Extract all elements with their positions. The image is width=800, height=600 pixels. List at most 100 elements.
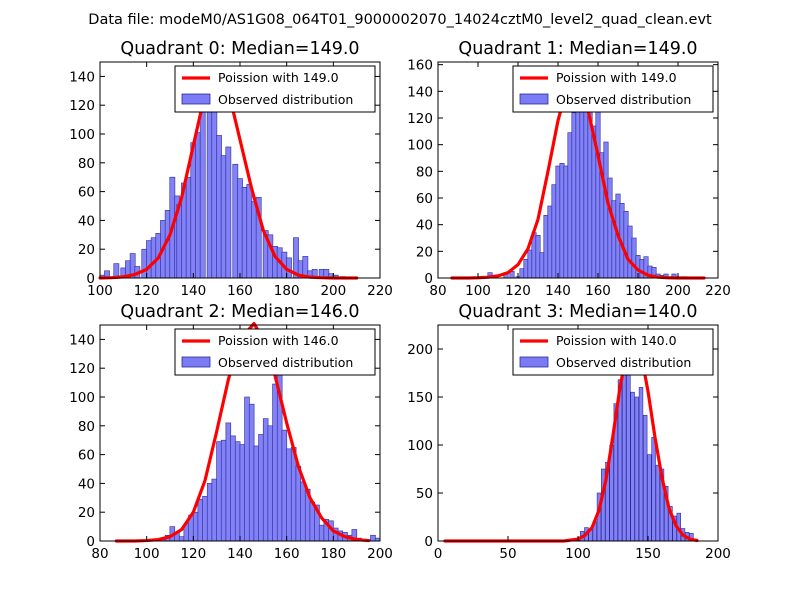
y-tick-label: 0 [86, 534, 95, 550]
histogram-bar [634, 396, 639, 542]
x-tick-label: 200 [665, 283, 691, 299]
x-tick-label: 80 [91, 546, 108, 562]
histogram-bar [216, 441, 222, 542]
y-tick-label: 40 [78, 213, 95, 229]
y-tick-label: 50 [416, 486, 433, 502]
legend-line-label: Poission with 146.0 [218, 333, 339, 348]
x-tick-label: 220 [367, 283, 393, 299]
panel-title: Quadrant 3: Median=140.0 [458, 302, 697, 322]
histogram-bar [185, 176, 192, 279]
legend-bar-swatch [181, 93, 211, 105]
panel-title: Quadrant 2: Median=146.0 [120, 302, 359, 322]
y-tick-label: 160 [407, 58, 433, 74]
x-tick-label: 80 [429, 283, 446, 299]
legend-bar-label: Observed distribution [218, 355, 353, 370]
histogram-bar [146, 240, 152, 279]
histogram-bar [225, 146, 232, 279]
x-tick-label: 220 [705, 283, 731, 299]
panel-title: Quadrant 0: Median=149.0 [120, 39, 359, 59]
histogram-bar [253, 445, 260, 542]
legend-line-label: Poission with 149.0 [218, 70, 339, 85]
x-tick-label: 200 [320, 283, 346, 299]
histogram-bar [211, 478, 218, 542]
y-tick-label: 0 [424, 534, 433, 550]
legend-bar-swatch [519, 93, 549, 105]
panel-title: Quadrant 1: Median=149.0 [458, 39, 697, 59]
histogram-bar [220, 439, 227, 542]
histogram-bar [643, 414, 648, 542]
histogram-bar [197, 498, 204, 542]
histogram-bar [318, 524, 325, 542]
y-tick-label: 150 [407, 390, 433, 406]
panel-quadrant-0: Quadrant 0: Median=149.0 100 120 140 160 180 2… [69, 39, 393, 299]
histogram-bar [655, 464, 660, 542]
histogram-bar [290, 447, 297, 542]
histogram-bar [647, 454, 652, 542]
histogram-bar [267, 425, 274, 542]
y-tick-label: 140 [69, 69, 95, 85]
histogram-bar [651, 437, 656, 542]
histogram-bar [178, 536, 185, 542]
x-tick-label: 100 [134, 546, 160, 562]
x-tick-label: 100 [465, 283, 491, 299]
x-tick-label: 200 [367, 546, 393, 562]
histogram-bar [230, 435, 236, 542]
histogram-bar [202, 496, 208, 542]
x-tick-label: 120 [134, 283, 160, 299]
histogram-bar [216, 135, 222, 279]
histogram-bar [638, 387, 644, 542]
axes-frame [437, 61, 719, 279]
histogram-bar [370, 534, 376, 542]
x-tick-label: 120 [505, 283, 531, 299]
histogram-bar [220, 155, 227, 279]
x-tick-label: 150 [635, 546, 661, 562]
x-tick-label: 50 [499, 546, 516, 562]
x-tick-label: 120 [180, 546, 206, 562]
histogram-bar [241, 186, 248, 279]
y-tick-label: 120 [69, 361, 95, 377]
histogram-bar [234, 441, 241, 542]
y-tick-label: 0 [424, 271, 433, 287]
legend-line-label: Poission with 140.0 [556, 333, 677, 348]
histogram-bar [195, 132, 201, 279]
y-tick-label: 20 [416, 244, 433, 260]
histogram-bar [248, 403, 255, 542]
x-tick-label: 140 [227, 546, 253, 562]
y-tick-label: 100 [69, 127, 95, 143]
histogram-bar [258, 434, 264, 542]
y-tick-label: 60 [78, 185, 95, 201]
x-tick-label: 100 [565, 546, 591, 562]
x-tick-label: 160 [585, 283, 611, 299]
histogram-bar [239, 444, 246, 542]
histogram-bar [630, 391, 635, 542]
histogram-bar [244, 396, 250, 542]
y-tick-label: 40 [78, 476, 95, 492]
x-tick-label: 160 [274, 546, 300, 562]
y-tick-label: 120 [69, 98, 95, 114]
histogram-bar [225, 422, 232, 542]
histogram-bar [192, 511, 199, 542]
x-tick-label: 140 [545, 283, 571, 299]
y-tick-label: 200 [407, 342, 433, 358]
y-tick-label: 120 [407, 111, 433, 127]
histogram-bar [622, 366, 627, 542]
y-tick-label: 140 [407, 84, 433, 100]
panel-quadrant-1: Quadrant 1: Median=149.0 80 100 120 140 160 18… [407, 39, 731, 299]
panel-quadrant-3: Quadrant 3: Median=140.0 0 50 100 150 200 0 50 1… [407, 302, 731, 562]
x-tick-label: 180 [625, 283, 651, 299]
x-tick-label: 200 [705, 546, 731, 562]
histogram-bar [272, 383, 278, 542]
histogram-bar [262, 418, 269, 542]
y-tick-label: 80 [78, 156, 95, 172]
histogram-bar [281, 429, 288, 542]
y-tick-label: 100 [407, 138, 433, 154]
histogram-bar [295, 465, 302, 542]
histogram-bar [199, 97, 206, 279]
x-tick-label: 180 [274, 283, 300, 299]
y-tick-label: 100 [407, 438, 433, 454]
panel-quadrant-2: Quadrant 2: Median=146.0 80 100 120 140 160 18… [69, 302, 393, 562]
figure-title: Data file: modeM0/AS1G08_064T01_90000020… [88, 12, 712, 28]
histogram-bar [300, 481, 306, 542]
y-tick-label: 80 [78, 419, 95, 435]
